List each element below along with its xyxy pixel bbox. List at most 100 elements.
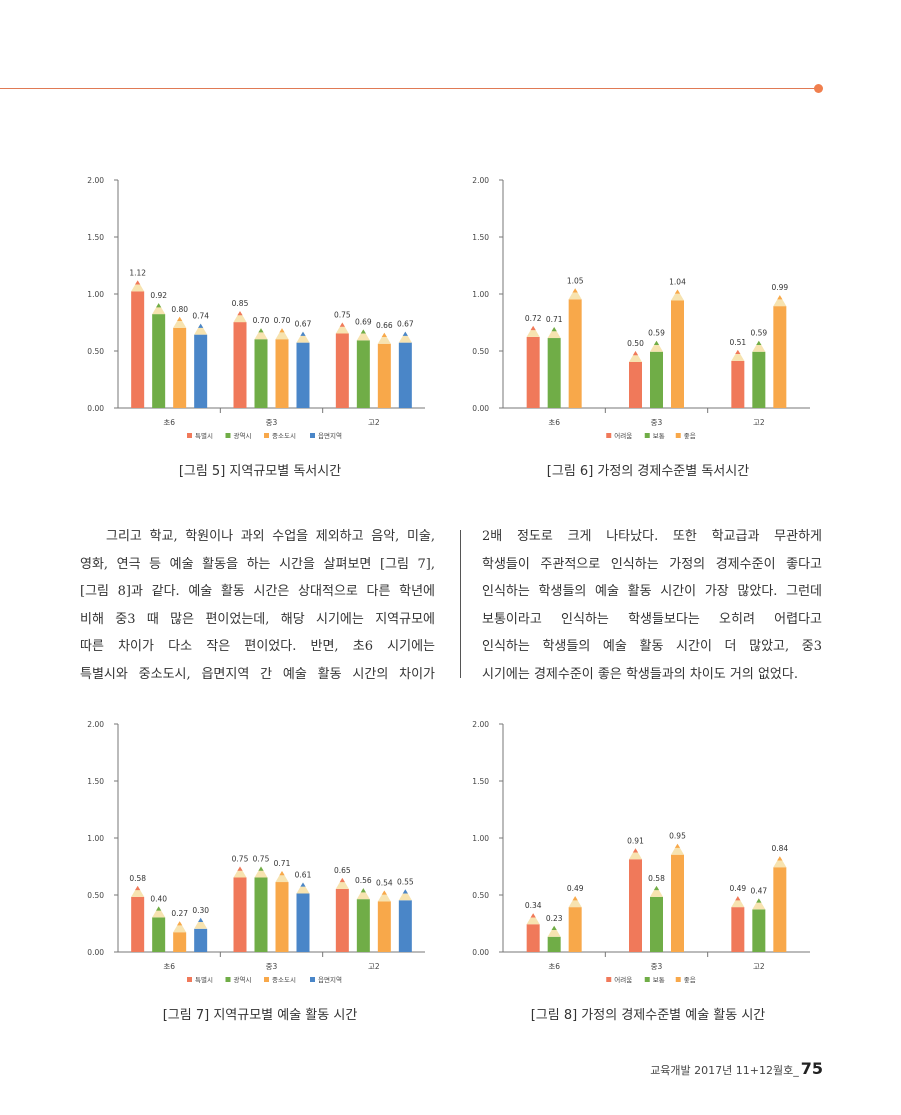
bar — [275, 882, 289, 952]
x-tick-label: 고2 — [753, 418, 765, 427]
data-label: 0.56 — [355, 876, 372, 885]
body-line: 그리고 학교, 학원이나 과외 수업을 제외하고 음악, 미술, — [106, 529, 435, 544]
header-rule — [0, 88, 818, 89]
bar-pencil-tip — [356, 329, 370, 341]
bar-pencil-tip — [335, 322, 349, 334]
bar-pencil-tip — [629, 351, 642, 362]
bar-pencil-lead — [258, 328, 264, 333]
body-line: 따른 차이가 다소 작은 편이었다. 반면, 초6 시기에는 — [80, 639, 435, 655]
data-label: 0.23 — [546, 914, 563, 923]
bar-pencil-tip — [152, 906, 166, 918]
data-label: 0.49 — [567, 884, 584, 893]
y-tick-label: 1.50 — [87, 777, 104, 786]
bar — [398, 900, 412, 952]
bar-pencil-lead — [381, 890, 387, 895]
x-tick-label: 고2 — [753, 962, 765, 971]
bar-pencil-lead — [756, 898, 762, 903]
body-left-column: 그리고 학교, 학원이나 과외 수업을 제외하고 음악, 미술, 영화, 연극 … — [80, 523, 435, 689]
bar — [377, 343, 391, 408]
data-label: 0.95 — [669, 832, 686, 841]
bar — [526, 924, 540, 952]
y-tick-label: 0.00 — [472, 404, 489, 413]
legend-label: 중소도시 — [272, 432, 296, 440]
legend-swatch — [225, 977, 231, 982]
bar-pencil-tip — [173, 316, 187, 328]
bar — [233, 322, 247, 408]
legend-label: 좋음 — [684, 432, 696, 440]
legend-label: 보통 — [653, 432, 665, 440]
figure-6-chart: 2.00 1.50 1.00 0.50 0.00 초6 0.72 0.71 1.05 중3 0.50… — [465, 170, 825, 455]
y-tick-label: 1.50 — [472, 777, 489, 786]
bar — [296, 893, 310, 952]
bar — [275, 339, 289, 408]
data-label: 0.55 — [397, 877, 414, 886]
x-tick-label: 고2 — [368, 962, 380, 971]
bar — [152, 917, 166, 952]
bar-pencil-lead — [632, 848, 639, 853]
bar-pencil-tip — [254, 328, 268, 340]
y-tick-label: 0.50 — [87, 891, 104, 900]
x-tick-label: 초6 — [548, 962, 560, 971]
data-label: 0.74 — [192, 312, 209, 321]
x-tick-label: 초6 — [163, 962, 175, 971]
bar-pencil-tip — [568, 896, 582, 908]
bar-pencil-tip — [377, 332, 391, 344]
data-label: 0.70 — [253, 316, 270, 325]
y-tick-label: 2.00 — [87, 720, 104, 729]
y-tick-label: 0.50 — [472, 891, 489, 900]
data-label: 0.65 — [334, 866, 351, 875]
x-tick-label: 중3 — [651, 962, 663, 971]
y-tick-label: 2.00 — [87, 176, 104, 185]
bar-pencil-lead — [177, 921, 183, 926]
x-tick-label: 초6 — [548, 418, 560, 427]
legend-swatch — [606, 433, 612, 438]
legend-swatch — [675, 433, 681, 438]
data-label: 0.61 — [295, 870, 312, 879]
bar-pencil-lead — [653, 885, 660, 891]
bar-pencil-lead — [632, 351, 639, 356]
body-line: 인식하는 학생들의 예술 활동 시간이 더 많았고, 중3 — [482, 639, 822, 655]
y-tick-label: 2.00 — [472, 720, 489, 729]
column-divider — [460, 530, 461, 678]
legend-swatch — [310, 433, 315, 438]
data-label: 0.34 — [525, 901, 542, 910]
data-label: 0.69 — [355, 317, 372, 326]
bar-pencil-lead — [279, 871, 285, 876]
bar — [547, 338, 561, 408]
bar — [152, 314, 166, 408]
bar — [254, 877, 268, 952]
y-tick-label: 0.00 — [472, 948, 489, 957]
legend-label: 보통 — [653, 976, 665, 984]
bar-pencil-tip — [275, 871, 289, 883]
bar-pencil-lead — [756, 340, 762, 345]
data-label: 0.58 — [129, 874, 146, 883]
bar — [650, 896, 663, 952]
y-tick-label: 0.00 — [87, 948, 104, 957]
bar — [568, 299, 582, 408]
y-tick-label: 1.50 — [472, 233, 489, 242]
bar-pencil-lead — [135, 885, 141, 891]
bar-pencil-tip — [752, 898, 766, 910]
y-tick-label: 0.50 — [472, 347, 489, 356]
bar-pencil-lead — [551, 327, 557, 332]
data-label: 0.66 — [376, 321, 393, 330]
bar — [526, 336, 540, 408]
bar — [731, 360, 745, 408]
bar-pencil-tip — [671, 289, 684, 301]
body-line: 학생들이 주관적으로 인식하는 가정의 경제수준이 좋다고 — [482, 556, 822, 572]
bar-pencil-lead — [237, 866, 243, 871]
legend-label: 읍면지역 — [318, 431, 342, 440]
body-line: [그림 8]과 같다. 예술 활동 시간은 상대적으로 다른 학년에 — [80, 584, 435, 600]
legend-swatch — [264, 433, 269, 438]
bar-pencil-lead — [551, 925, 557, 930]
y-tick-label: 1.50 — [87, 233, 104, 242]
body-line: 보통이라고 인식하는 학생들보다는 오히려 어렵다고 — [482, 611, 822, 627]
bar-pencil-lead — [735, 896, 741, 901]
bar — [629, 859, 642, 952]
data-label: 0.67 — [397, 320, 414, 329]
figure-5-caption: [그림 5] 지역규모별 독서시간 — [178, 464, 342, 479]
legend-label: 좋음 — [684, 976, 696, 984]
data-label: 0.99 — [771, 283, 788, 292]
body-right-column: 2배 정도로 크게 나타났다. 또한 학교급과 무관하게 학생들이 주관적으로 … — [482, 523, 822, 689]
data-label: 0.75 — [253, 855, 270, 864]
